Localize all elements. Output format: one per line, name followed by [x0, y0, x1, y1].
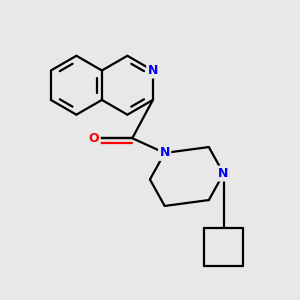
Text: N: N	[218, 167, 229, 180]
Text: O: O	[89, 132, 99, 145]
Text: N: N	[148, 64, 158, 77]
Text: N: N	[160, 146, 170, 159]
